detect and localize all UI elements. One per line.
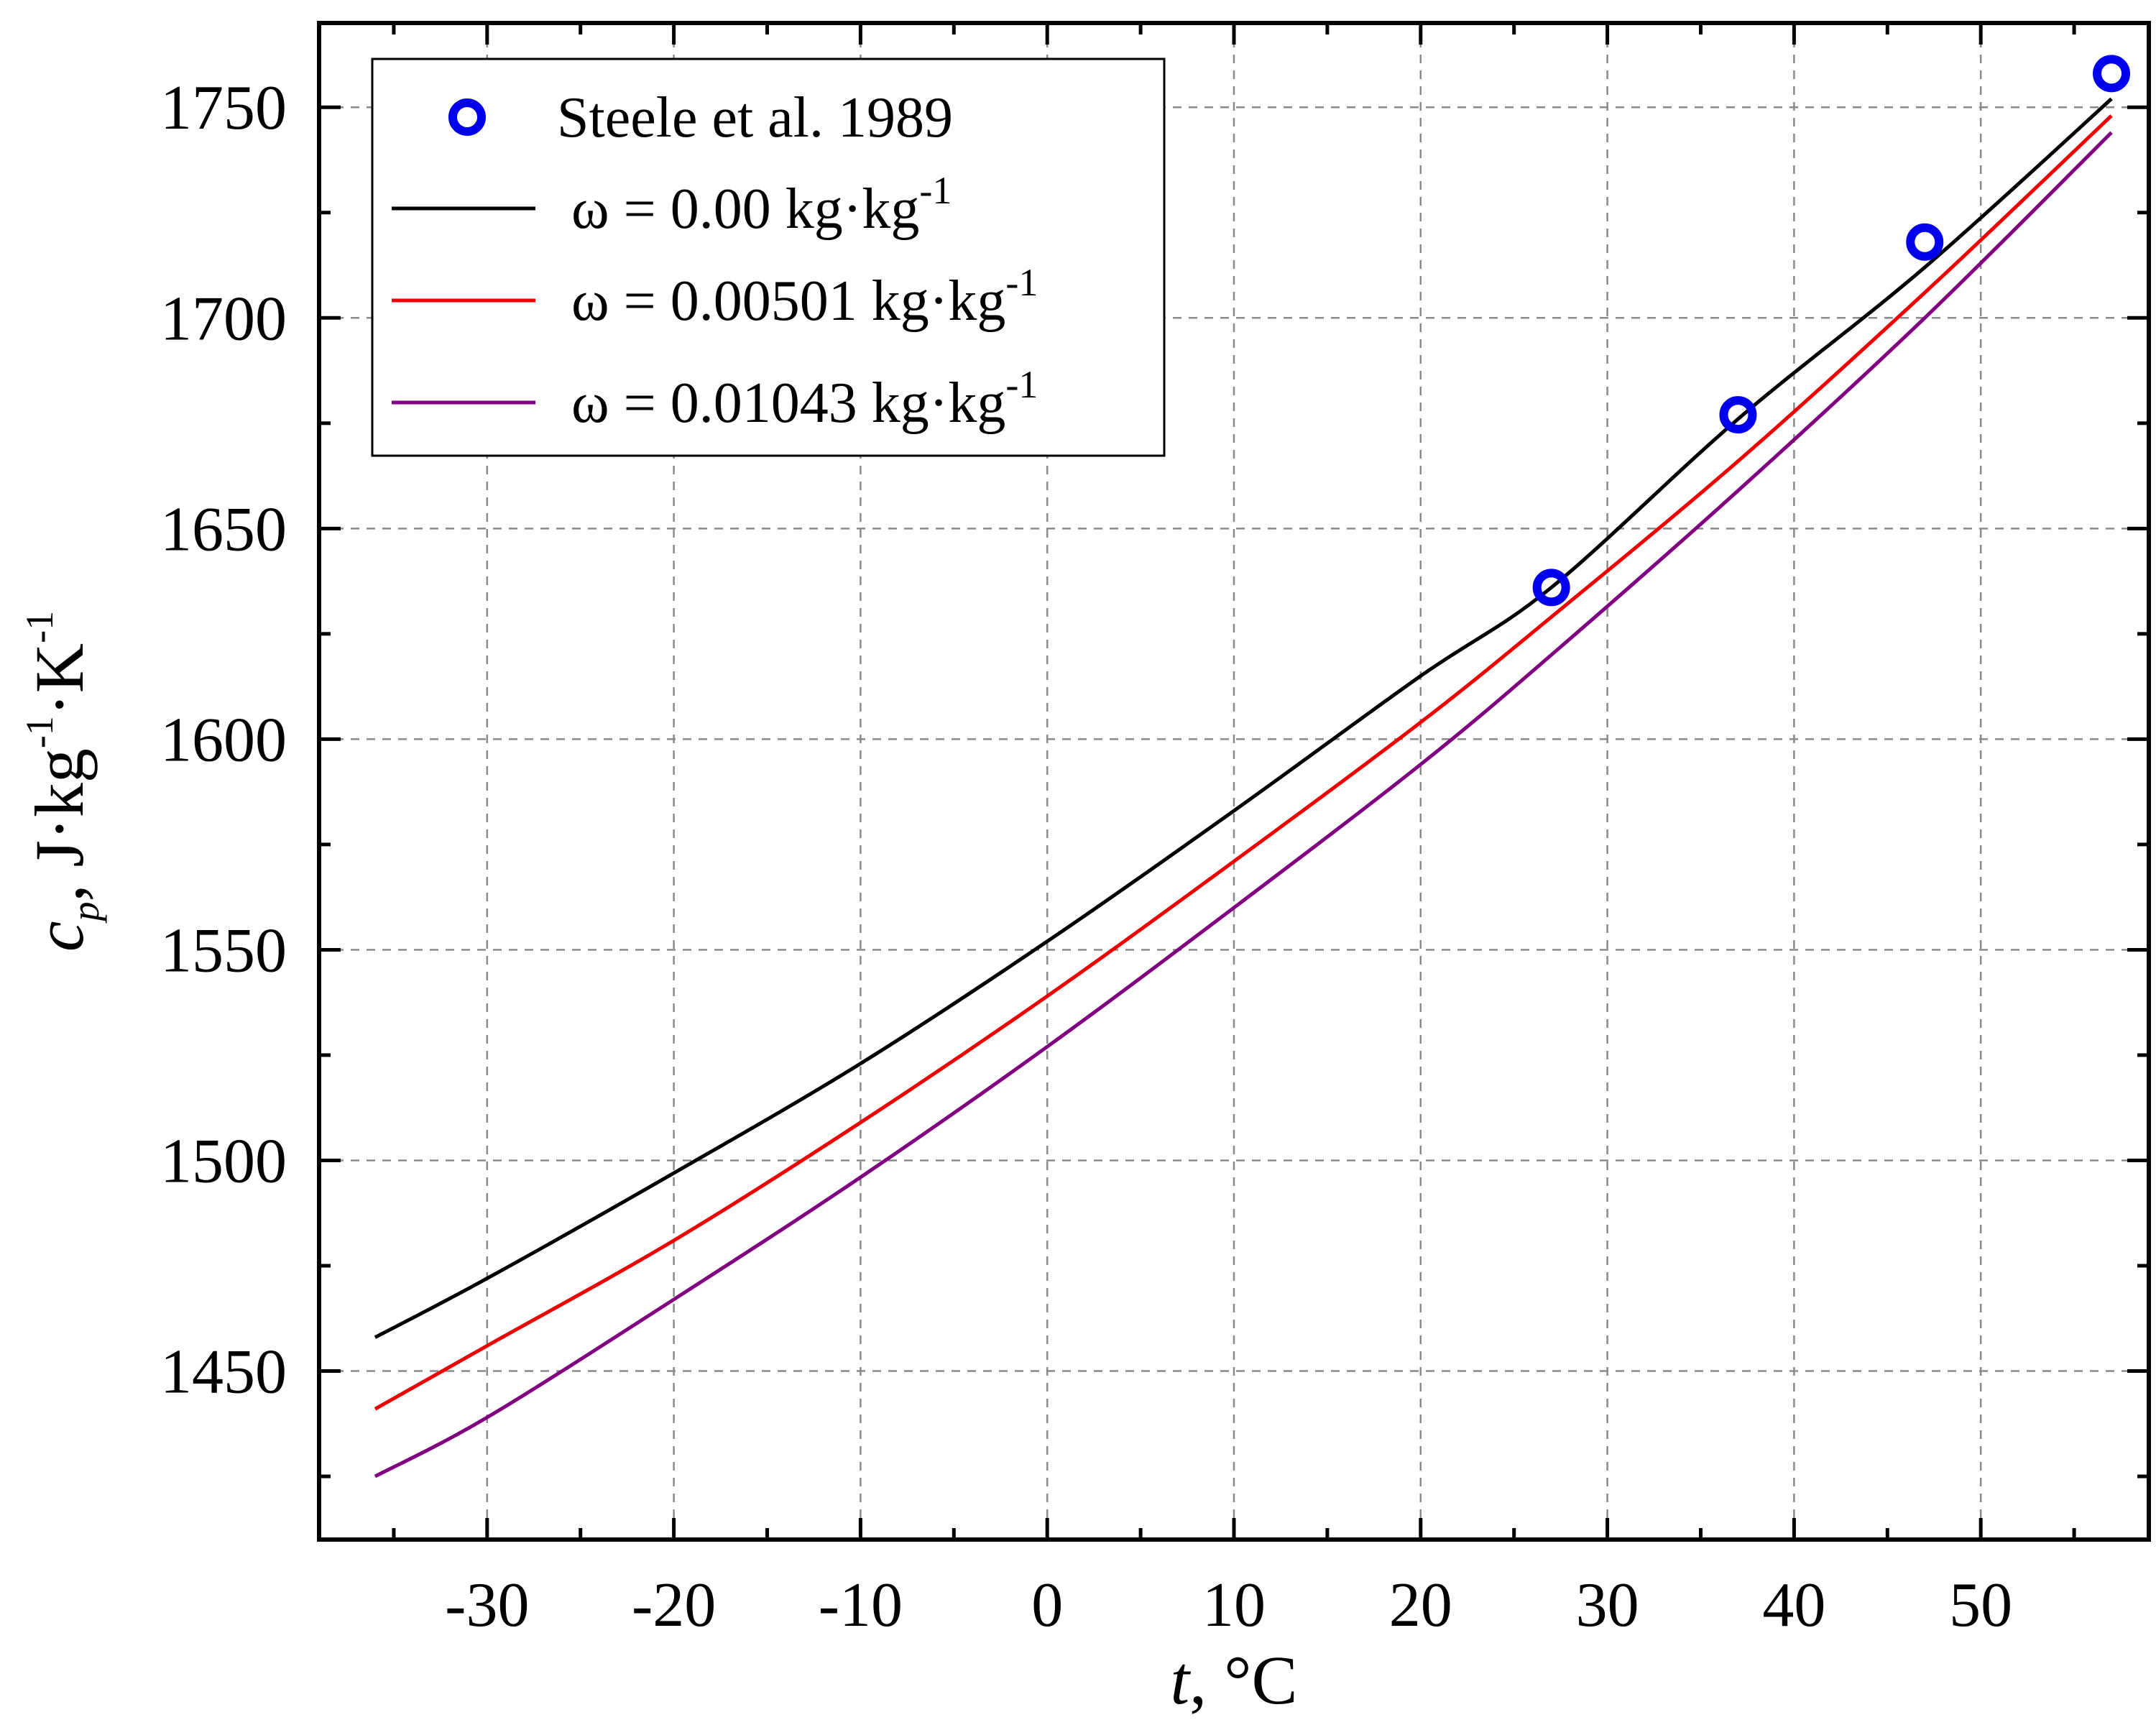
y-tick-label: 1550 — [160, 916, 287, 985]
x-axis-title: t, °C — [1170, 1642, 1297, 1719]
x-tick-label: -10 — [819, 1570, 903, 1640]
legend-label-omega-01043: ω = 0.01043 kg·kg-1 — [571, 363, 1038, 435]
x-tick-label: 0 — [1031, 1570, 1063, 1640]
x-tick-label: -20 — [632, 1570, 716, 1640]
x-tick-label: 40 — [1762, 1570, 1825, 1640]
x-tick-label: 10 — [1202, 1570, 1266, 1640]
y-tick-label: 1700 — [160, 284, 287, 354]
y-tick-label: 1600 — [160, 705, 287, 775]
legend-label-omega-00501: ω = 0.00501 kg·kg-1 — [571, 261, 1038, 333]
y-tick-label: 1450 — [160, 1338, 287, 1407]
y-axis-title: cp, J·kg-1·K-1 — [18, 611, 107, 952]
x-tick-label: 50 — [1949, 1570, 2012, 1640]
legend-label-steele: Steele et al. 1989 — [557, 86, 953, 150]
x-tick-label: 30 — [1576, 1570, 1639, 1640]
legend-label-omega-000: ω = 0.00 kg·kg-1 — [571, 169, 952, 241]
x-tick-label: -30 — [445, 1570, 529, 1640]
legend: Steele et al. 1989 ω = 0.00 kg·kg-1 ω = … — [372, 59, 1164, 456]
y-tick-label: 1750 — [160, 73, 287, 143]
chart: -30 -20 -10 0 10 20 30 40 50 1450 1500 1550 1600 1650… — [0, 0, 2156, 1725]
y-tick-label: 1500 — [160, 1127, 287, 1197]
x-tick-label: 20 — [1389, 1570, 1452, 1640]
y-tick-label: 1650 — [160, 494, 287, 564]
